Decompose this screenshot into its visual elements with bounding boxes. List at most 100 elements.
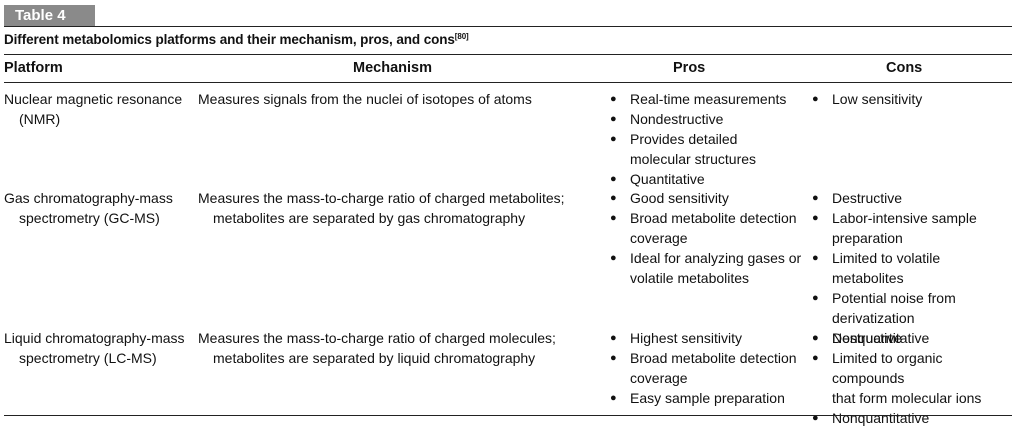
bullet-icon: ● <box>812 93 819 105</box>
platform-line: spectrometry (GC-MS) <box>19 210 160 226</box>
pros-item: ● Quantitative <box>610 169 815 189</box>
cons-item-text: Low sensitivity <box>832 91 923 107</box>
table-label: Table 4 <box>4 5 95 26</box>
header-top-rule <box>4 54 1012 55</box>
cons-list: ● Low sensitivity <box>812 89 1012 109</box>
cons-item: ● Destructive <box>812 328 1012 348</box>
caption-text: Different metabolomics platforms and the… <box>4 32 455 47</box>
platform-cell: Liquid chromatography-mass spectrometry (… <box>4 328 194 368</box>
cons-list: ● Destructive ● Labor-intensive sample prepa… <box>812 188 1012 348</box>
pros-item-text: Good sensitivity <box>630 190 729 206</box>
mechanism-cell: Measures the mass-to-charge ratio of cha… <box>198 328 598 368</box>
pros-item-text: Broad metabolite detection <box>630 350 797 366</box>
bullet-icon: ● <box>812 292 819 304</box>
bullet-icon: ● <box>812 192 819 204</box>
pros-item-text: Ideal for analyzing gases or <box>630 250 802 266</box>
pros-cell: ● Real-time measurements ● Nondestructive ● P… <box>610 89 815 189</box>
cons-item-text: Labor-intensive sample <box>832 210 977 226</box>
cons-cell: ● Destructive ● Limited to organic compound… <box>812 328 1012 428</box>
cons-item-text: derivatization <box>832 310 915 326</box>
bullet-icon: ● <box>610 173 617 185</box>
pros-item: ● Provides detailed molecular structures <box>610 129 815 169</box>
bullet-icon: ● <box>812 332 819 344</box>
pros-item: ● Easy sample preparation <box>610 388 815 408</box>
pros-item-text: Quantitative <box>630 171 705 187</box>
pros-item: ● Broad metabolite detection coverage <box>610 348 815 388</box>
pros-list: ● Good sensitivity ● Broad metabolite detec… <box>610 188 815 288</box>
cons-cell: ● Low sensitivity <box>812 89 1012 109</box>
cons-cell: ● Destructive ● Labor-intensive sample prepa… <box>812 188 1012 348</box>
pros-cell: ● Good sensitivity ● Broad metabolite detec… <box>610 188 815 288</box>
caption-reference: [80] <box>454 32 469 41</box>
cons-item-text: preparation <box>832 230 903 246</box>
platform-line: Nuclear magnetic resonance <box>4 91 183 107</box>
cons-item-text: Limited to volatile metabolites <box>832 250 941 286</box>
pros-item-text: Real-time measurements <box>630 91 787 107</box>
pros-item: ● Broad metabolite detection coverage <box>610 208 815 248</box>
cons-item: ● Nonquantitative <box>812 408 1012 428</box>
cons-list: ● Destructive ● Limited to organic compound… <box>812 328 1012 428</box>
cons-item: ● Limited to organic compounds that form m… <box>812 348 1012 408</box>
pros-list: ● Highest sensitivity ● Broad metabolite de… <box>610 328 815 408</box>
bullet-icon: ● <box>610 212 617 224</box>
platform-line: Gas chromatography-mass <box>4 190 173 206</box>
platform-cell: Nuclear magnetic resonance (NMR) <box>4 89 194 129</box>
pros-item-text: coverage <box>630 230 688 246</box>
cons-item: ● Destructive <box>812 188 1012 208</box>
pros-item-text: Highest sensitivity <box>630 330 743 346</box>
mechanism-line: Measures the mass-to-charge ratio of cha… <box>198 190 565 206</box>
platform-line: (NMR) <box>19 111 61 127</box>
mechanism-line: metabolites are separated by liquid chro… <box>213 350 536 366</box>
bullet-icon: ● <box>610 332 617 344</box>
platform-line: spectrometry (LC-MS) <box>19 350 157 366</box>
table-caption: Different metabolomics platforms and the… <box>4 32 469 47</box>
pros-item-text: Provides detailed <box>630 131 738 147</box>
cons-item-text: Nonquantitative <box>832 330 930 346</box>
pros-item: ● Real-time measurements <box>610 89 815 109</box>
platform-cell: Gas chromatography-mass spectrometry (GC-… <box>4 188 194 228</box>
cons-item-text: Limited to organic compounds <box>832 350 943 386</box>
pros-item-text: volatile metabolites <box>630 270 750 286</box>
bullet-icon: ● <box>610 113 617 125</box>
bullet-icon: ● <box>812 352 819 364</box>
cons-item: ● Nonquantitative <box>812 328 1012 348</box>
pros-item-text: Broad metabolite detection <box>630 210 797 226</box>
cons-item: ● Limited to volatile metabolites <box>812 248 1012 288</box>
bullet-icon: ● <box>812 252 819 264</box>
cons-item-text: Destructive <box>832 190 903 206</box>
table-bottom-rule <box>4 415 1012 416</box>
cons-item: ● Low sensitivity <box>812 89 1012 109</box>
pros-item-text: molecular structures <box>630 151 757 167</box>
pros-list: ● Real-time measurements ● Nondestructive ● P… <box>610 89 815 189</box>
bullet-icon: ● <box>610 93 617 105</box>
pros-item-text: Nondestructive <box>630 111 724 127</box>
pros-item: ● Highest sensitivity <box>610 328 815 348</box>
mechanism-line: Measures the mass-to-charge ratio of cha… <box>198 330 556 346</box>
bullet-icon: ● <box>812 412 819 424</box>
cons-item-text: Potential noise from <box>832 290 956 306</box>
header-mechanism: Mechanism <box>353 60 432 76</box>
mechanism-line: Measures signals from the nuclei of isot… <box>198 91 532 107</box>
header-bottom-rule <box>4 82 1012 83</box>
cons-item-text: Destructive <box>832 330 903 346</box>
header-cons: Cons <box>886 60 923 76</box>
pros-item-text: Easy sample preparation <box>630 390 785 406</box>
pros-cell: ● Highest sensitivity ● Broad metabolite de… <box>610 328 815 408</box>
header-platform: Platform <box>4 60 63 76</box>
mechanism-cell: Measures the mass-to-charge ratio of cha… <box>198 188 598 228</box>
pros-item: ● Ideal for analyzing gases or volatile me… <box>610 248 815 288</box>
header-pros: Pros <box>673 60 706 76</box>
cons-item-text: that form molecular ions <box>832 390 982 406</box>
label-underline <box>4 26 1012 27</box>
platform-line: Liquid chromatography-mass <box>4 330 185 346</box>
bullet-icon: ● <box>812 212 819 224</box>
mechanism-line: metabolites are separated by gas chromat… <box>213 210 526 226</box>
bullet-icon: ● <box>610 392 617 404</box>
bullet-icon: ● <box>610 252 617 264</box>
pros-item: ● Nondestructive <box>610 109 815 129</box>
cons-item: ● Potential noise from derivatization <box>812 288 1012 328</box>
pros-item-text: coverage <box>630 370 688 386</box>
bullet-icon: ● <box>610 133 617 145</box>
bullet-icon: ● <box>610 352 617 364</box>
